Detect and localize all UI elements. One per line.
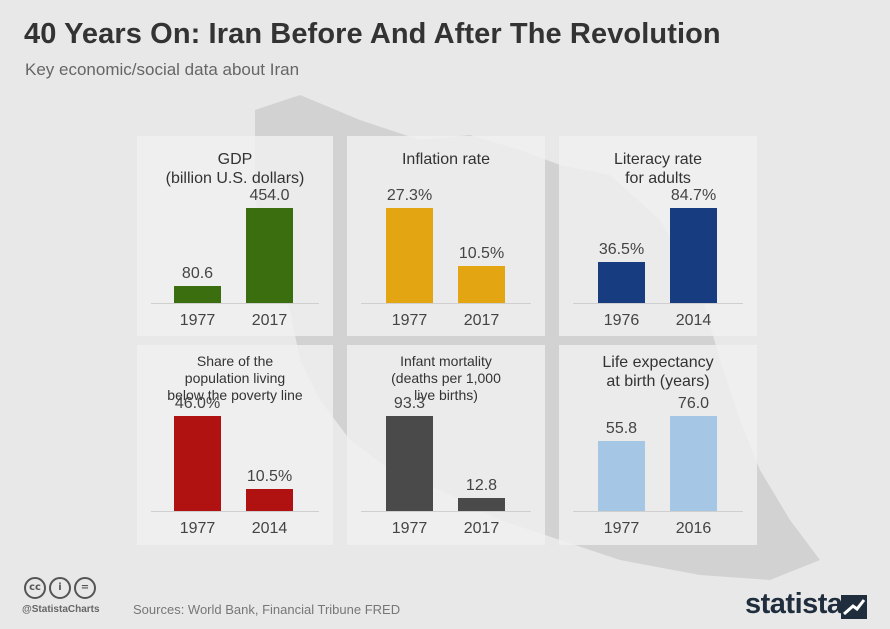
category-label: 1976 bbox=[604, 312, 640, 329]
data-label: 55.8 bbox=[606, 420, 637, 437]
category-label: 1977 bbox=[392, 312, 428, 329]
bar bbox=[598, 262, 645, 303]
category-label: 2014 bbox=[676, 312, 712, 329]
data-label: 84.7% bbox=[671, 187, 716, 204]
chart-title: Inflation rate bbox=[347, 150, 545, 169]
category-label: 1977 bbox=[392, 520, 428, 537]
chart-plot: 27.3% 1977 10.5% 2017 bbox=[361, 187, 531, 329]
chart-title-line: live births) bbox=[414, 387, 478, 403]
social-handle: @StatistaCharts bbox=[22, 604, 100, 615]
bar bbox=[174, 416, 221, 511]
chart-panel: Infant mortality (deaths per 1,000 live bi… bbox=[347, 345, 545, 545]
data-label: 27.3% bbox=[387, 187, 432, 204]
data-label: 10.5% bbox=[247, 468, 292, 485]
chart-title-line: population living bbox=[184, 370, 286, 386]
category-label: 2014 bbox=[252, 520, 288, 537]
data-label: 76.0 bbox=[678, 395, 709, 412]
data-label: 46.0% bbox=[175, 395, 220, 412]
chart-title-line: at birth (years) bbox=[606, 373, 710, 390]
bar bbox=[458, 498, 505, 511]
chart-title-line: Literacy rate bbox=[613, 151, 703, 168]
chart-title: GDP (billion U.S. dollars) bbox=[137, 150, 333, 188]
chart-title-line: GDP bbox=[217, 151, 253, 168]
bar bbox=[670, 416, 717, 511]
chart-title-line: (billion U.S. dollars) bbox=[165, 170, 305, 187]
chart-title-line: below the poverty line bbox=[167, 387, 303, 403]
chart-plot: 46.0% 1977 10.5% 2014 bbox=[151, 395, 319, 537]
chart-panel: Share of the population living below the p… bbox=[137, 345, 333, 545]
chart-plot: 36.5% 1976 84.7% 2014 bbox=[573, 187, 743, 329]
chart-title-line: (deaths per 1,000 bbox=[391, 370, 501, 386]
bar bbox=[386, 416, 433, 511]
bar bbox=[598, 441, 645, 511]
category-label: 2017 bbox=[252, 312, 288, 329]
chart-title-line: Inflation rate bbox=[401, 151, 491, 168]
statista-logo-icon bbox=[841, 595, 867, 619]
sources-note: Sources: World Bank, Financial Tribune F… bbox=[133, 602, 401, 617]
chart-plot: 80.6 1977 454.0 2017 bbox=[151, 187, 319, 329]
category-label: 1977 bbox=[180, 520, 216, 537]
category-label: 2017 bbox=[464, 312, 500, 329]
bar bbox=[386, 208, 433, 303]
chart-title-line: Share of the bbox=[196, 353, 274, 369]
attribution-icon: i bbox=[49, 577, 71, 599]
bar bbox=[174, 286, 221, 303]
license-icons: cc i = bbox=[24, 577, 99, 599]
chart-title: Share of the population living below the p… bbox=[137, 353, 333, 404]
chart-panel: Life expectancy at birth (years) 55.8 1977 7… bbox=[559, 345, 757, 545]
data-label: 36.5% bbox=[599, 241, 644, 258]
statista-logo: statista bbox=[745, 588, 843, 620]
bar bbox=[246, 489, 293, 511]
bar bbox=[458, 266, 505, 303]
chart-title-line: Infant mortality bbox=[400, 353, 492, 369]
category-label: 1977 bbox=[604, 520, 640, 537]
chart-title: Life expectancy at birth (years) bbox=[559, 353, 757, 391]
chart-panel: Inflation rate 27.3% 1977 10.5% 2017 bbox=[347, 136, 545, 336]
category-label: 1977 bbox=[180, 312, 216, 329]
chart-title-line: for adults bbox=[625, 170, 691, 187]
data-label: 93.3 bbox=[394, 395, 425, 412]
chart-plot: 55.8 1977 76.0 2016 bbox=[573, 395, 743, 537]
creative-commons-icon: cc bbox=[24, 577, 46, 599]
data-label: 10.5% bbox=[459, 245, 504, 262]
data-label: 454.0 bbox=[249, 187, 289, 204]
page-subtitle: Key economic/social data about Iran bbox=[25, 60, 300, 79]
bar bbox=[670, 208, 717, 303]
bar bbox=[246, 208, 293, 303]
chart-title-line: Life expectancy bbox=[602, 354, 714, 371]
chart-title: Infant mortality (deaths per 1,000 live bi… bbox=[347, 353, 545, 404]
category-label: 2016 bbox=[676, 520, 712, 537]
data-label: 12.8 bbox=[466, 477, 497, 494]
chart-title: Literacy rate for adults bbox=[559, 150, 757, 188]
chart-plot: 93.3 1977 12.8 2017 bbox=[361, 395, 531, 537]
data-label: 80.6 bbox=[182, 265, 213, 282]
chart-panel: Literacy rate for adults 36.5% 1976 84.7% 201… bbox=[559, 136, 757, 336]
chart-panel: GDP (billion U.S. dollars) 80.6 1977 454.0 20… bbox=[137, 136, 333, 336]
category-label: 2017 bbox=[464, 520, 500, 537]
page-title: 40 Years On: Iran Before And After The R… bbox=[24, 18, 721, 50]
no-derivatives-icon: = bbox=[74, 577, 96, 599]
